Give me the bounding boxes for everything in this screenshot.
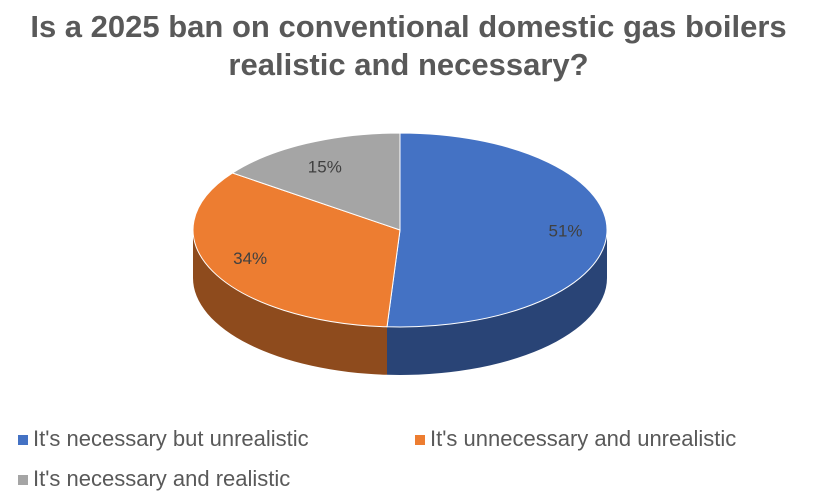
slice — [192, 172, 401, 328]
slice-side — [387, 230, 607, 375]
slice-side — [193, 230, 388, 375]
data-label: 34% — [233, 249, 267, 268]
data-label: 51% — [549, 222, 583, 241]
legend-label: It's unnecessary and unrealistic — [430, 426, 736, 451]
slice — [231, 132, 401, 231]
legend-swatch — [415, 435, 425, 445]
slice — [386, 132, 608, 328]
chart-title: Is a 2025 ban on conventional domestic g… — [30, 9, 787, 82]
legend-swatch — [18, 475, 28, 485]
legend-label: It's necessary and realistic — [33, 466, 290, 491]
data-label: 15% — [308, 157, 342, 176]
legend-swatch — [18, 435, 28, 445]
legend-label: It's necessary but unrealistic — [33, 426, 309, 451]
